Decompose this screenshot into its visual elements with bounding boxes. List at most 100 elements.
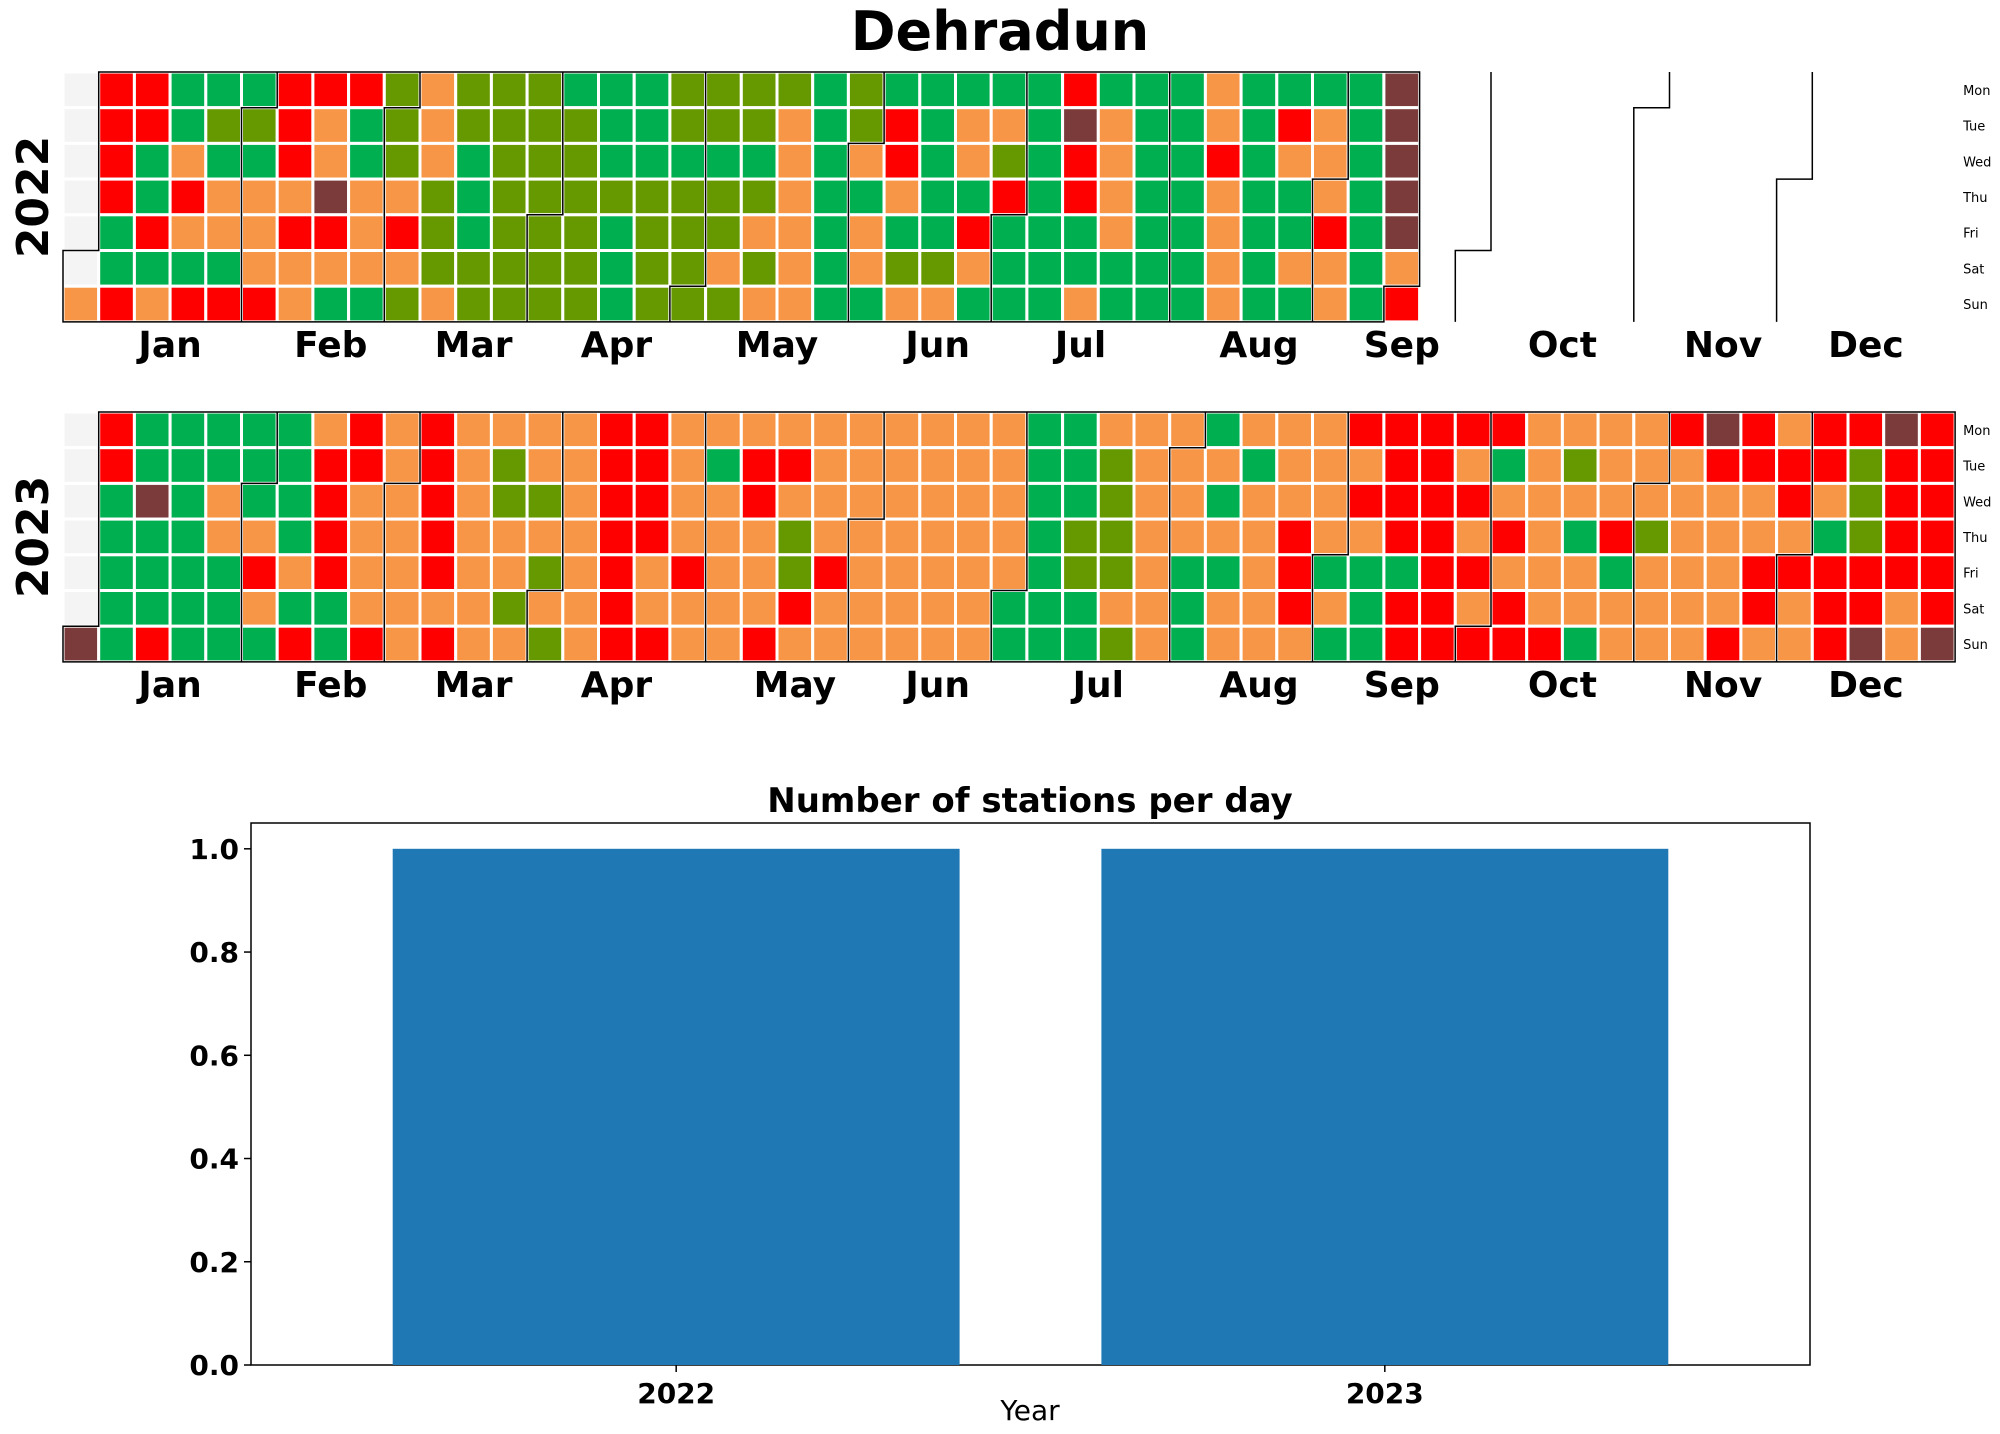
calendar-day-cell [954,410,993,450]
calendar-day-cell [382,410,422,450]
calendar-day-cell [704,284,743,324]
calendar-day-cell [739,141,779,181]
calendar-day-cell [1061,589,1100,628]
calendar-day-cell [918,177,957,217]
calendar-day-cell [1168,589,1207,628]
calendar-day-cell [846,106,886,145]
calendar-day-cell [1917,517,1957,557]
calendar-day-cell [739,410,779,450]
calendar-day-cell [489,177,529,217]
calendar-day-cell [632,624,672,664]
month-boundary [847,72,885,322]
calendar-day-cell [1203,589,1243,628]
calendar-day-cell [1061,517,1100,557]
calendar-day-cell [454,177,493,217]
calendar-day-cell [1203,410,1243,450]
calendar-day-cell [525,624,565,664]
month-label: May [736,325,818,366]
calendar-day-cell [382,517,422,557]
y-tick-label: 0.8 [189,936,239,969]
calendar-day-cell [275,106,315,145]
calendar-day-cell [1311,177,1350,217]
calendar-day-cell [704,141,743,181]
calendar-day-cell [1917,410,1957,450]
calendar-day-cell [954,70,993,110]
page-title: Dehradun [850,0,1150,63]
month-boundary [990,72,1028,322]
calendar-day-cell [168,517,208,557]
calendar-day-cell [918,106,957,145]
calendar-day-cell [489,481,529,521]
calendar-day-cell [989,553,1029,593]
calendar-day-cell [739,589,779,628]
calendar-day-cell [1882,589,1921,628]
calendar-day-cell [739,70,779,110]
calendar-day-cell [1025,446,1065,485]
calendar-day-cell [132,106,172,145]
month-label: Feb [294,665,367,706]
month-label: Feb [294,325,367,366]
calendar-day-cell [1203,213,1243,253]
calendar-day-cell [846,624,886,664]
calendar-day-cell [561,141,600,181]
calendar-day-cell [811,249,850,288]
calendar-day-cell [525,249,565,288]
calendar-day-cell [1596,446,1636,485]
calendar-day-cell [1096,213,1136,253]
month-label: Sep [1364,665,1440,706]
calendar-day-cell [1525,446,1564,485]
calendar-day-cell [1703,481,1743,521]
calendar-day-cell [132,249,172,288]
weekday-label: Sat [1963,262,1984,277]
calendar-day-cell [954,106,993,145]
y-tick-label: 1.0 [189,833,239,866]
calendar-day-cell [1346,589,1386,628]
calendar-day-cell [1275,249,1315,288]
month-label: Oct [1528,325,1597,366]
calendar-day-cell [1311,481,1350,521]
calendar-day-cell [882,213,922,253]
calendar-day-cell [811,446,850,485]
calendar-day-cell [846,284,886,324]
calendar-day-cell [1061,177,1100,217]
calendar-day-cell [668,106,708,145]
calendar-day-cell [1275,553,1315,593]
calendar-day-cell [846,141,886,181]
calendar-day-cell [1203,284,1243,324]
calendar-day-cell [454,106,493,145]
calendar-day-cell [1311,553,1350,593]
calendar-day-cell [1739,446,1779,485]
calendar-day-cell [561,446,600,485]
plot-frame [250,822,1811,1366]
calendar-day-cell [954,589,993,628]
weekday-label: Tue [1962,460,1985,475]
calendar-day-cell [1168,624,1207,664]
weekday-label: Fri [1963,227,1979,242]
calendar-day-cell [240,446,279,485]
calendar-day-cell [1703,517,1743,557]
calendar-day-cell [347,284,386,324]
weekday-label: Tue [1962,120,1985,135]
calendar-day-cell [846,446,886,485]
calendar-day-cell [1739,589,1779,628]
calendar-day-cell [1096,517,1136,557]
calendar-day-cell [454,553,493,593]
calendar-day-cell [561,553,600,593]
calendar-day-cell [204,70,244,110]
calendar-day-cell [1168,410,1207,450]
calendar-day-cell [882,624,922,664]
calendar-day-cell [489,141,529,181]
x-tick-label: 2023 [1346,1377,1424,1410]
bar-2023 [1101,848,1669,1365]
calendar-day-cell [1632,553,1672,593]
calendar-day-cell [1668,624,1707,664]
calendar-day-cell [811,589,850,628]
calendar-day-cell [311,517,351,557]
calendar-day-cell [1203,517,1243,557]
month-boundary [240,412,278,662]
weekday-label: Wed [1963,495,1991,510]
calendar-day-cell [61,446,101,485]
calendar-day-cell [489,106,529,145]
calendar-day-cell [1703,624,1743,664]
calendar-day-cell [418,517,458,557]
